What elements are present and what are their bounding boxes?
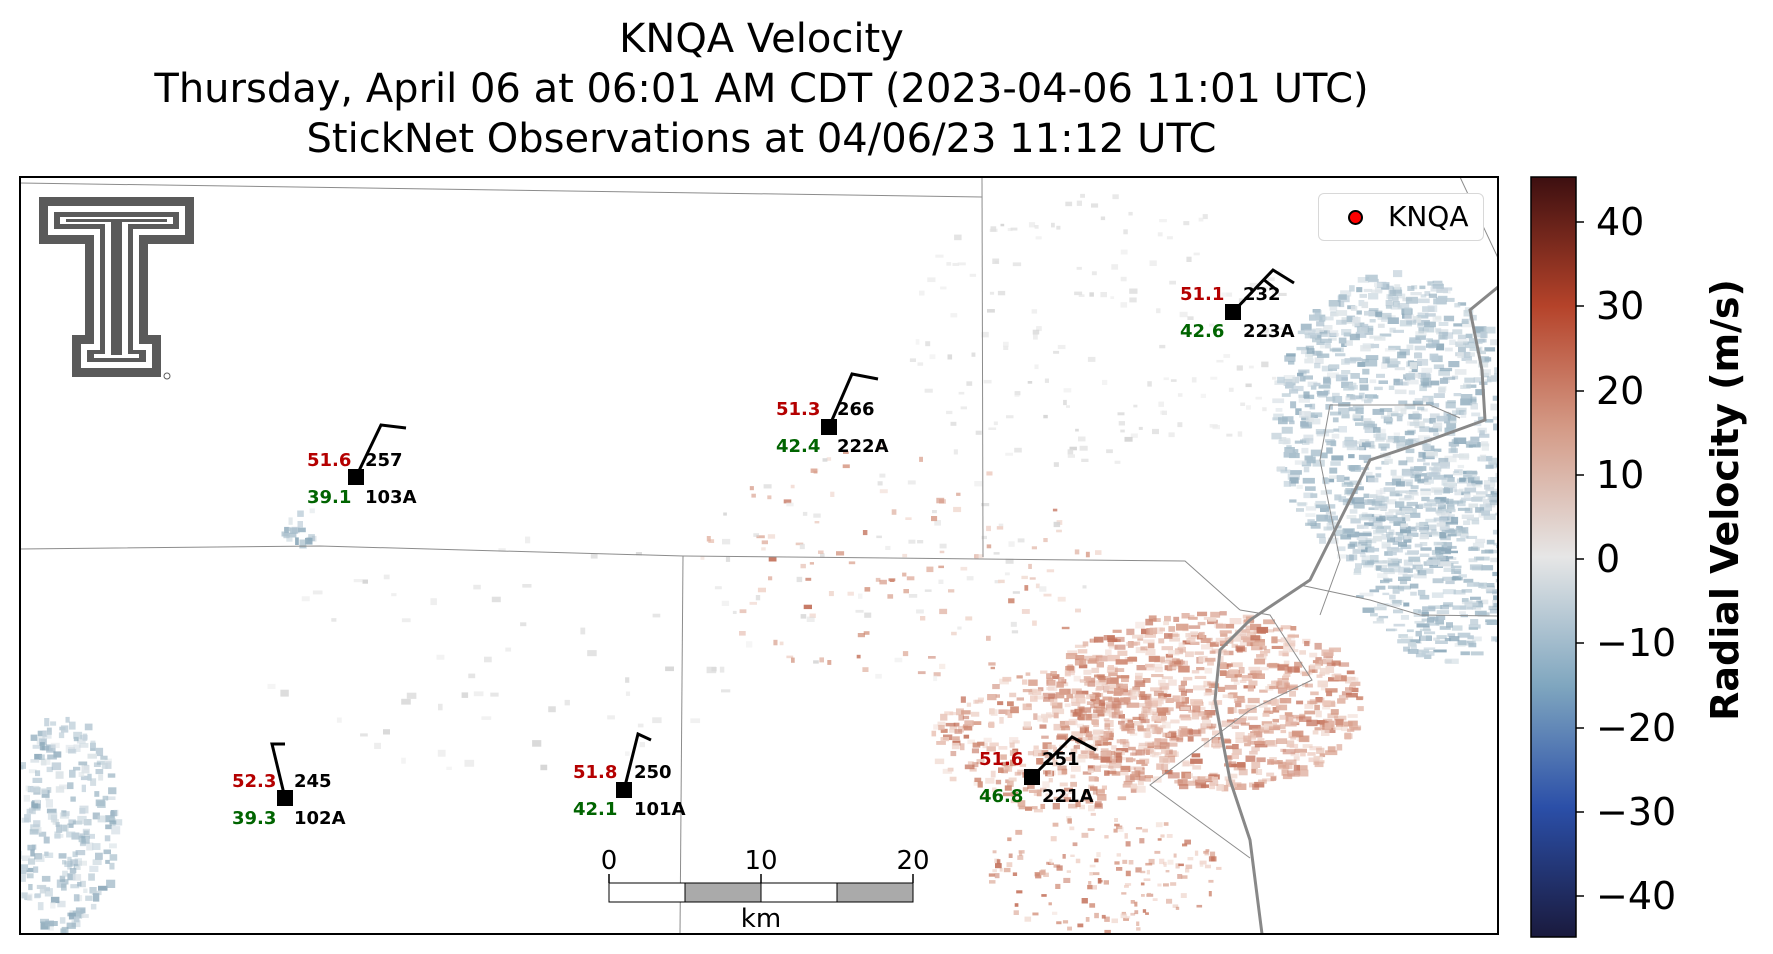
title-line-2: Thursday, April 06 at 06:01 AM CDT (2023… [154,66,1369,112]
colorbar-tick-label: −20 [1596,706,1677,750]
station-wind-direction: 245 [294,771,332,792]
colorbar [1530,176,1584,938]
colorbar-tick-label: 0 [1596,537,1621,581]
station-temperature: 51.6 [979,749,1024,770]
station-dewpoint: 42.4 [776,436,821,457]
sticknet-stations [270,268,1295,806]
radar-site-marker-icon [1348,210,1363,225]
wind-barb-icon [622,731,652,791]
station-marker-icon [277,790,293,806]
wind-barb-icon [270,742,287,799]
station-221A [1024,735,1097,785]
colorbar-tick-label: −40 [1596,874,1677,918]
station-wind-direction: 251 [1042,749,1080,770]
scale-unit-label: km [740,904,782,934]
station-id: 223A [1243,321,1295,342]
station-dewpoint: 39.3 [232,808,277,829]
station-marker-icon [1225,304,1241,320]
station-id: 221A [1042,786,1094,807]
station-223A [1225,268,1295,320]
station-wind-direction: 232 [1243,284,1281,305]
station-temperature: 51.8 [573,762,618,783]
wind-barb-icon [1030,735,1097,779]
map-frame [19,176,1499,935]
station-dewpoint: 46.8 [979,786,1024,807]
wind-barb-icon [827,372,879,428]
station-id: 103A [365,487,417,508]
station-wind-direction: 250 [634,762,672,783]
station-temperature: 52.3 [232,771,277,792]
station-id: 101A [634,799,686,820]
radar-velocity-echoes [20,193,1498,934]
texas-tech-logo [39,197,194,380]
station-wind-direction: 257 [365,450,403,471]
colorbar-tick-label: −30 [1596,790,1677,834]
station-dewpoint: 39.1 [307,487,352,508]
station-temperature: 51.3 [776,399,821,420]
station-temperature: 51.6 [307,450,352,471]
wind-barb-icon [354,423,407,478]
colorbar-tick-label: 30 [1596,284,1645,328]
scale-bar [608,874,914,903]
map-panel[interactable] [7,177,1537,935]
map-legend: KNQA [1318,193,1484,241]
station-wind-direction: 266 [837,399,875,420]
scale-tick-label: 20 [896,846,930,876]
title-line-1: KNQA Velocity [619,16,904,62]
station-id: 222A [837,436,889,457]
colorbar-tick-label: −10 [1596,621,1677,665]
station-102A [270,742,293,806]
station-marker-icon [348,469,364,485]
scale-tick-label: 10 [744,846,778,876]
station-marker-icon [616,782,632,798]
colorbar-tick-label: 10 [1596,453,1645,497]
colorbar-tick-label: 20 [1596,369,1645,413]
station-101A [616,731,652,798]
title-line-3: StickNet Observations at 04/06/23 11:12 … [306,116,1217,162]
station-222A [821,372,879,435]
colorbar-label: Radial Velocity (m/s) [1703,279,1747,721]
highway-line [1213,285,1498,934]
station-dewpoint: 42.6 [1180,321,1225,342]
station-temperature: 51.1 [1180,284,1225,305]
station-dewpoint: 42.1 [573,799,618,820]
station-marker-icon [821,419,837,435]
station-103A [348,423,407,485]
wind-barb-icon [1231,268,1295,314]
station-marker-icon [1024,769,1040,785]
scale-tick-label: 0 [600,846,618,876]
legend-label: KNQA [1388,200,1469,233]
station-id: 102A [294,808,346,829]
colorbar-tick-label: 40 [1596,200,1645,244]
map-title: KNQA Velocity Thursday, April 06 at 06:0… [0,14,1523,164]
